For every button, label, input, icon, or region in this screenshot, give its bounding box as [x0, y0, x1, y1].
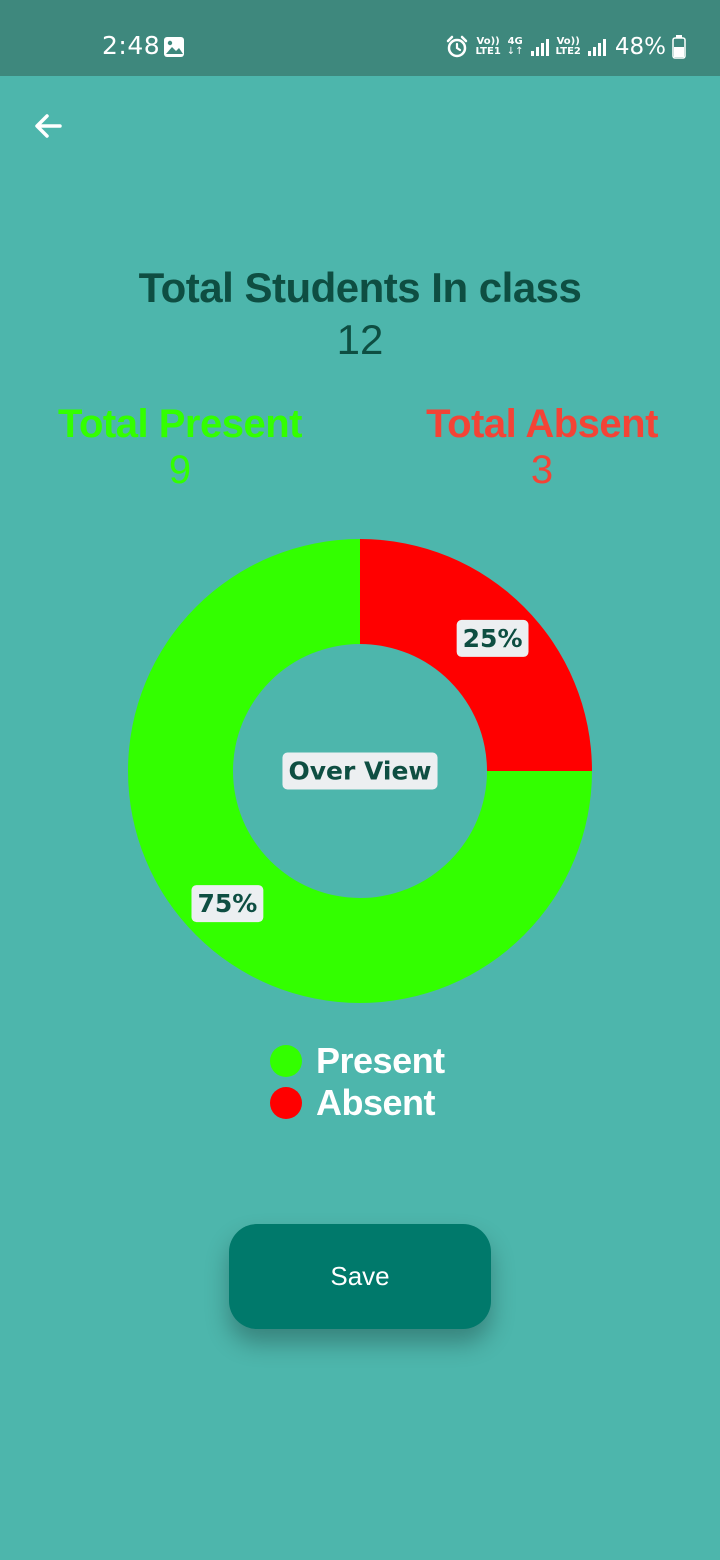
legend-item-absent: Absent	[270, 1082, 445, 1124]
gallery-icon	[164, 37, 184, 57]
network2-label: Vo)) LTE2	[555, 36, 581, 57]
total-students-count: 12	[336, 316, 384, 363]
value-label-absent: 25%	[456, 619, 529, 657]
signal-icon	[530, 39, 549, 56]
legend-label-present: Present	[316, 1040, 445, 1081]
total-present-value: 9	[168, 448, 192, 492]
legend-item-present: Present	[270, 1040, 445, 1082]
network1-label: Vo)) LTE1	[475, 36, 501, 57]
status-time: 2:48	[102, 31, 161, 60]
battery-percent: 48%	[614, 34, 666, 60]
donut-svg: 25% 75% Over View	[128, 539, 592, 1003]
svg-text:75%: 75%	[197, 889, 257, 918]
chart-legend: Present Absent	[270, 1040, 445, 1124]
signal-icon	[587, 39, 606, 56]
status-bar: 2:48 Vo)) LTE1 4G ↓↑ Vo)) LTE2	[0, 0, 720, 76]
svg-text:25%: 25%	[463, 624, 523, 653]
save-button[interactable]: Save	[229, 1224, 491, 1329]
total-absent-label: Total Absent	[426, 402, 658, 446]
legend-label-absent: Absent	[316, 1082, 436, 1123]
total-absent-value: 3	[530, 448, 554, 492]
data-arrows-icon: ↓↑	[506, 46, 524, 57]
legend-dot-present	[270, 1045, 302, 1077]
battery-icon	[672, 35, 686, 59]
legend-dot-absent	[270, 1087, 302, 1119]
alarm-icon	[447, 35, 468, 58]
chart-center-label: Over View	[282, 752, 438, 790]
network-type-label: 4G ↓↑	[506, 36, 524, 57]
status-icons: Vo)) LTE1 4G ↓↑ Vo)) LTE2 48%	[445, 30, 686, 64]
page-title: Total Students In class	[138, 264, 582, 311]
back-button[interactable]	[22, 102, 74, 150]
value-label-present: 75%	[191, 885, 264, 923]
svg-text:Over View: Over View	[288, 757, 431, 786]
total-present-label: Total Present	[58, 402, 302, 446]
arrow-back-icon	[35, 114, 62, 138]
attendance-donut-chart: 25% 75% Over View	[120, 531, 600, 1011]
